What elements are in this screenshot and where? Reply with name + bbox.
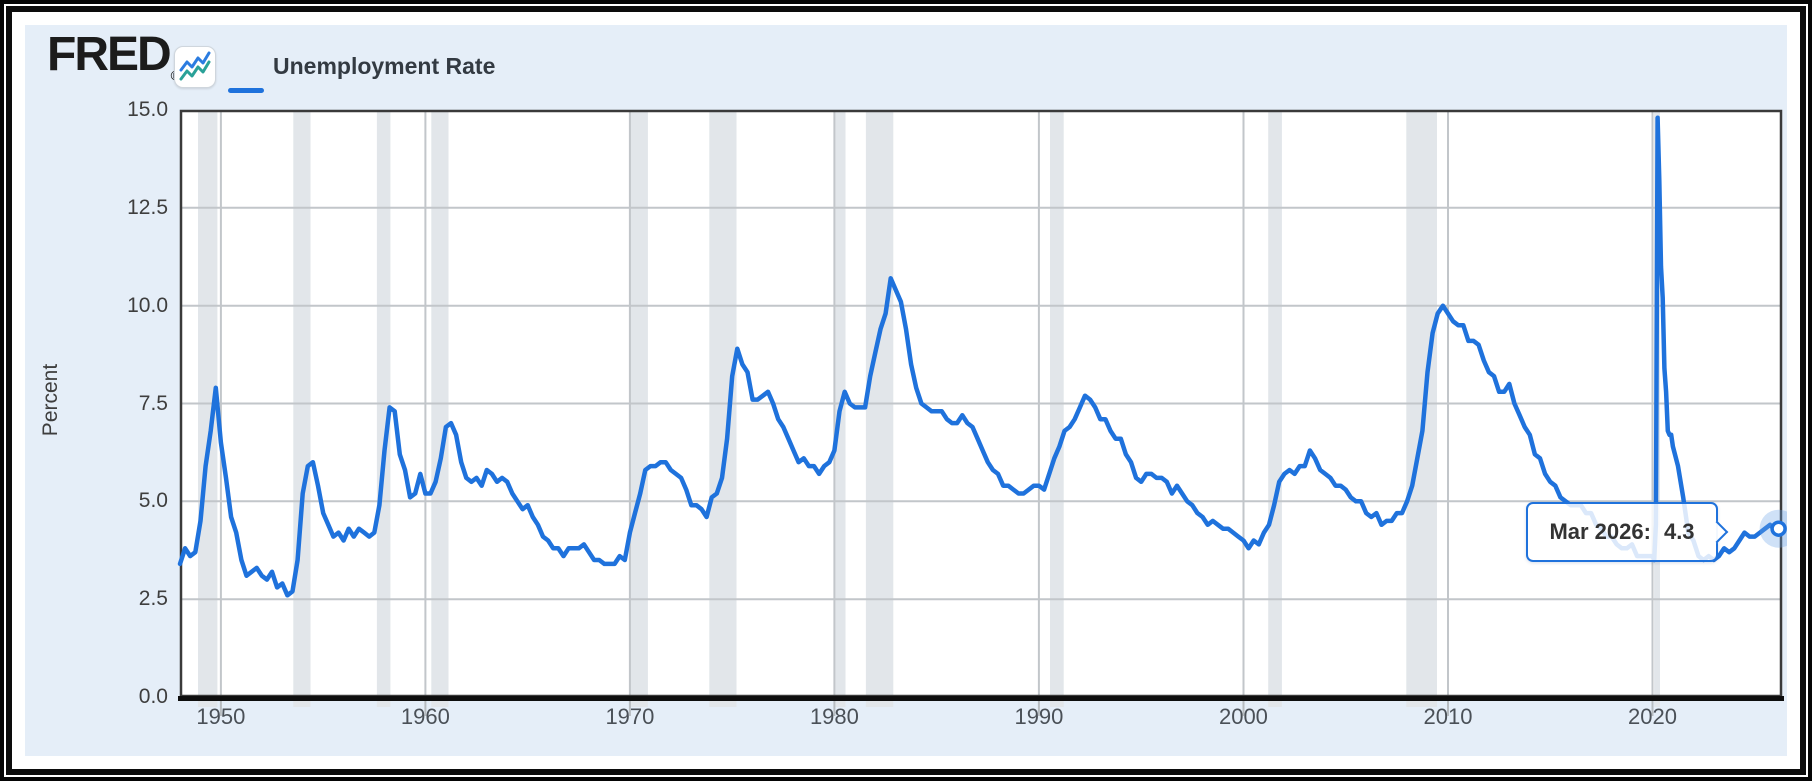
fred-logo-text: FRED (47, 28, 172, 81)
y-axis-tick-label: 10.0 (127, 293, 168, 317)
current-point-marker[interactable] (1770, 520, 1787, 537)
recession-band (376, 110, 391, 707)
inner-frame: FRED® Unemployment Rate Percent 0.0 2.5 5.… (6, 6, 1806, 775)
plot-area[interactable] (177, 109, 1787, 723)
legend-line-swatch (228, 88, 264, 93)
y-axis-tick-label: 5.0 (138, 489, 168, 513)
recession-band (865, 110, 894, 707)
unemployment-rate-line (177, 115, 1781, 598)
unemployment-line-chart[interactable] (177, 109, 1787, 723)
recession-band (198, 110, 218, 707)
y-axis-tick-label: 15.0 (127, 98, 168, 121)
fred-logo[interactable]: FRED® (47, 31, 180, 86)
recession-band (629, 110, 648, 707)
recession-band (1050, 110, 1064, 707)
y-axis-tick-label: 2.5 (138, 587, 168, 611)
y-axis-tick-label: 0.0 (138, 685, 168, 708)
tooltip-value: 4.3 (1663, 519, 1695, 544)
y-axis-tick-label: 7.5 (138, 391, 168, 415)
tooltip-date: Mar 2026: (1549, 519, 1651, 544)
recession-band (1268, 110, 1282, 707)
y-axis-title: Percent (39, 363, 62, 437)
data-tooltip: Mar 2026: 4.3 (1526, 502, 1718, 562)
legend-label: Unemployment Rate (273, 53, 496, 79)
fred-sparkline-icon[interactable] (174, 46, 216, 88)
y-axis-tick-label: 12.5 (127, 195, 168, 219)
fred-chart-panel: FRED® Unemployment Rate Percent 0.0 2.5 5.… (25, 25, 1787, 756)
sparkline-icon-glyph (179, 51, 211, 81)
recession-band (431, 110, 449, 707)
recession-band (293, 110, 311, 707)
x-axis-line (178, 696, 1784, 701)
recession-band (1406, 110, 1437, 707)
recession-band (709, 110, 737, 707)
